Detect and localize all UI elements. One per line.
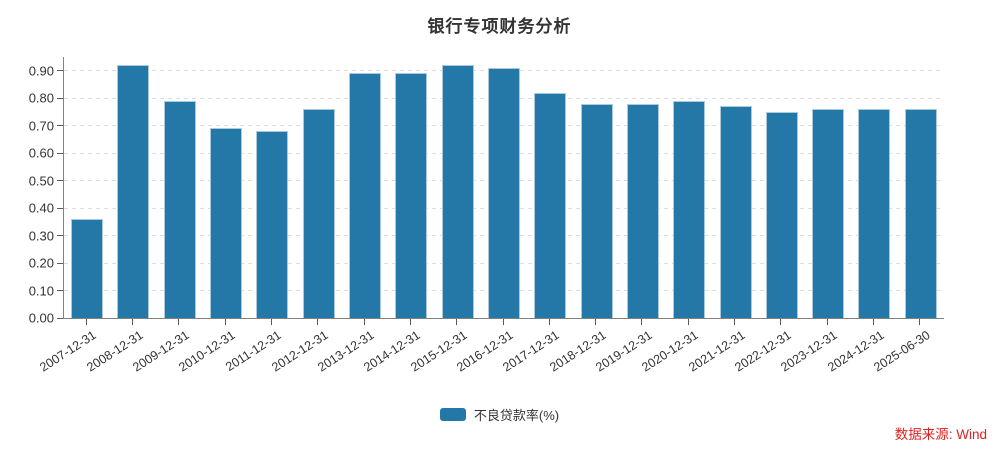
bars-container [64, 57, 944, 318]
bar-2017-12-31[interactable] [534, 92, 567, 318]
bar-column [898, 57, 944, 318]
x-axis-tick [409, 319, 411, 325]
x-axis-tick [456, 319, 458, 325]
bar-column [249, 57, 295, 318]
x-axis-tick [780, 319, 782, 325]
y-axis-label: 0.60 [28, 145, 54, 161]
y-axis-label: 0.80 [28, 90, 54, 106]
data-source-label: 数据来源: Wind [894, 427, 987, 442]
bar-2013-12-31[interactable] [349, 73, 382, 318]
bar-2011-12-31[interactable] [256, 131, 289, 318]
legend-swatch [439, 408, 466, 421]
plot-area [63, 57, 944, 319]
bar-column [296, 57, 342, 318]
y-axis-tick [57, 317, 63, 319]
x-axis-tick [224, 319, 226, 325]
bar-column [666, 57, 712, 318]
x-axis-tick [919, 319, 921, 325]
x-axis-tick [131, 319, 133, 325]
x-axis-tick [178, 319, 180, 325]
y-axis-label: 0.50 [28, 173, 54, 189]
y-axis-tick [57, 180, 63, 182]
y-axis-label: 0.70 [28, 118, 54, 134]
x-axis-tick [317, 319, 319, 325]
y-axis-tick [57, 262, 63, 264]
y-axis-tick [57, 207, 63, 209]
bar-2023-12-31[interactable] [812, 109, 845, 318]
x-axis-tick [363, 319, 365, 325]
legend: 不良贷款率(%) [0, 405, 999, 424]
x-axis-tick [270, 319, 272, 325]
y-axis-label: 0.90 [28, 63, 54, 79]
bar-2024-12-31[interactable] [858, 109, 891, 318]
x-axis-tick [734, 319, 736, 325]
x-axis-tick [85, 319, 87, 325]
bar-column [620, 57, 666, 318]
y-axis-tick [57, 125, 63, 127]
y-axis-label: 0.20 [28, 255, 54, 271]
bar-2016-12-31[interactable] [487, 68, 520, 318]
bar-column [435, 57, 481, 318]
x-axis-tick [502, 319, 504, 325]
bar-column [110, 57, 156, 318]
bar-2021-12-31[interactable] [719, 106, 752, 318]
x-axis-tick [873, 319, 875, 325]
bar-column [203, 57, 249, 318]
bar-column [157, 57, 203, 318]
y-axis-label: 0.00 [28, 310, 54, 326]
y-axis-label: 0.30 [28, 228, 54, 244]
bar-column [805, 57, 851, 318]
x-axis-tick [548, 319, 550, 325]
y-axis-label: 0.10 [28, 283, 54, 299]
bar-2008-12-31[interactable] [117, 65, 150, 318]
bar-2010-12-31[interactable] [210, 128, 243, 318]
bar-2009-12-31[interactable] [163, 100, 196, 318]
bar-2007-12-31[interactable] [71, 219, 104, 318]
bar-2025-06-30[interactable] [904, 109, 937, 318]
y-axis-tick [57, 235, 63, 237]
y-axis-tick [57, 70, 63, 72]
bar-2019-12-31[interactable] [626, 103, 659, 318]
x-axis: 2007-12-31 2008-12-31 2009-12-31 2010-12-31… [38, 319, 943, 394]
bar-column [64, 57, 110, 318]
bar-2018-12-31[interactable] [580, 103, 613, 318]
y-axis-tick [57, 152, 63, 154]
y-axis-tick [57, 290, 63, 292]
bar-2012-12-31[interactable] [302, 109, 335, 318]
x-axis-tick [687, 319, 689, 325]
bar-2022-12-31[interactable] [765, 111, 798, 318]
bar-column [851, 57, 897, 318]
bar-column [481, 57, 527, 318]
y-axis-label: 0.40 [28, 200, 54, 216]
bar-2020-12-31[interactable] [673, 100, 706, 318]
legend-label: 不良贷款率(%) [473, 408, 560, 423]
bar-column [342, 57, 388, 318]
y-axis: 0.00 0.10 0.20 0.30 0.40 0.50 0.60 0.70 0.80 0.90 [0, 57, 63, 326]
bar-column [759, 57, 805, 318]
x-axis-tick [595, 319, 597, 325]
bar-column [527, 57, 573, 318]
bar-2014-12-31[interactable] [395, 73, 428, 318]
x-axis-tick [641, 319, 643, 325]
bar-column [388, 57, 434, 318]
chart-title: 银行专项财务分析 [427, 17, 572, 36]
bar-2015-12-31[interactable] [441, 65, 474, 318]
y-axis-tick [57, 97, 63, 99]
legend-item-npl-ratio[interactable]: 不良贷款率(%) [439, 405, 560, 424]
bar-column [573, 57, 619, 318]
x-axis-tick [826, 319, 828, 325]
bar-column [712, 57, 758, 318]
